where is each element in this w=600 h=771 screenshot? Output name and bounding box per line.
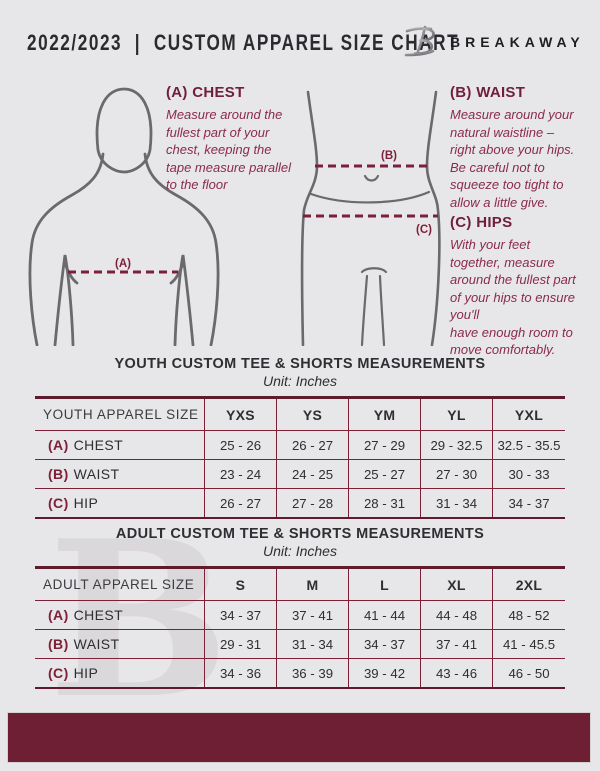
value-cell: 28 - 31 <box>349 489 421 517</box>
value-cell: 27 - 28 <box>277 489 349 517</box>
header-cell: L <box>349 569 421 601</box>
header-cell: 2XL <box>493 569 565 601</box>
adult-section-title: ADULT CUSTOM TEE & SHORTS MEASUREMENTS <box>115 526 485 542</box>
brand-name: BREAKAWAY <box>450 33 585 50</box>
row-label-text: WAIST <box>73 466 120 482</box>
chest-guide-text: Measure around the fullest part of your … <box>166 107 292 192</box>
value-cell: 27 - 30 <box>421 460 493 489</box>
row-label-cell: (C) HIP <box>35 659 205 687</box>
value-cell: 48 - 52 <box>493 601 565 630</box>
value-cell: 46 - 50 <box>508 665 550 681</box>
value-cell: 39 - 42 <box>349 659 421 687</box>
value-cell: 44 - 48 <box>421 601 493 630</box>
row-label-cell: (B) WAIST <box>35 460 205 489</box>
row-label-cell: (B) WAIST <box>35 630 205 659</box>
value-cell: 43 - 46 <box>421 659 493 687</box>
header-cell: YXL <box>493 399 565 431</box>
value-cell: 32.5 - 35.5 <box>493 431 565 460</box>
chest-line-label: (A) <box>115 258 131 270</box>
breakaway-b-logo-icon <box>404 25 435 57</box>
row-label-cell: (C) HIP <box>35 489 205 517</box>
value-cell: 34 - 36 <box>205 659 277 687</box>
hip-band-curve <box>309 190 431 204</box>
value-cell: 31 - 34 <box>277 630 349 659</box>
header-cell: S <box>205 569 277 601</box>
header-cell: ADULT APPAREL SIZE <box>35 569 205 601</box>
value-cell: 26 - 27 <box>277 431 349 460</box>
hips-guide-heading: (C) HIPS <box>450 214 513 231</box>
value-cell: 26 - 27 <box>205 489 277 517</box>
value-cell: 30 - 33 <box>493 460 565 489</box>
value-cell: 25 - 26 <box>205 431 277 460</box>
value-cell: 34 - 37 <box>349 630 421 659</box>
value-cell: 27 - 29 <box>349 431 421 460</box>
page-title: 2022/2023 | CUSTOM APPAREL SIZE CHART <box>27 30 460 55</box>
hip-line-label: (C) <box>416 224 432 236</box>
header-cell: YOUTH APPAREL SIZE <box>35 399 205 431</box>
value-cell: 29 - 32.5 <box>421 431 493 460</box>
waist-guide-heading: (B) WAIST <box>450 84 526 101</box>
watermark-b-letter: B <box>48 493 230 746</box>
row-label-cell: (A) CHEST <box>35 431 205 460</box>
header-cell: YM <box>349 399 421 431</box>
row-label-text: CHEST <box>73 437 124 453</box>
waist-line-label: (B) <box>381 150 397 162</box>
youth-unit-label: Unit: Inches <box>263 373 337 389</box>
value-cell: 37 - 41 <box>421 630 493 659</box>
chest-figure-illustration: (A) <box>28 87 220 346</box>
waist-hip-figure-illustration: (B) (C) <box>300 90 441 346</box>
youth-section-title: YOUTH CUSTOM TEE & SHORTS MEASUREMENTS <box>114 356 486 372</box>
waist-guide-text: Measure around your natural waistline – … <box>450 107 575 210</box>
brand-lockup: BREAKAWAY <box>402 20 585 60</box>
value-cell: 37 - 41 <box>277 601 349 630</box>
row-label-text: HIP <box>73 495 99 511</box>
value-cell: 29 - 31 <box>205 630 277 659</box>
value-cell: 34 - 37 <box>508 495 550 511</box>
row-label-text: CHEST <box>73 607 124 623</box>
row-label-prefix: (A) <box>48 607 69 623</box>
row-label-prefix: (C) <box>48 665 69 681</box>
header-cell: XL <box>421 569 493 601</box>
header-cell: M <box>277 569 349 601</box>
value-cell: 25 - 27 <box>349 460 421 489</box>
hips-guide-text: With your feet together, measure around … <box>450 237 576 357</box>
value-cell: 34 - 37 <box>205 601 277 630</box>
row-label-text: WAIST <box>73 636 120 652</box>
adult-size-table: ADULT APPAREL SIZE S M L XL 2XL (A) CHES… <box>35 566 565 689</box>
row-label-prefix: (A) <box>48 437 69 453</box>
row-label-text: HIP <box>73 665 99 681</box>
header-cell: YL <box>421 399 493 431</box>
row-label-prefix: (B) <box>48 466 69 482</box>
chest-guide-heading: (A) CHEST <box>166 84 245 101</box>
row-label-prefix: (C) <box>48 495 69 511</box>
belly-button-mark <box>363 174 380 182</box>
footer-bar <box>7 712 591 763</box>
youth-size-table: YOUTH APPAREL SIZE YXS YS YM YL YXL (A) … <box>35 396 565 519</box>
value-cell: 24 - 25 <box>277 460 349 489</box>
adult-unit-label: Unit: Inches <box>263 543 337 559</box>
value-cell: 41 - 45.5 <box>493 630 565 659</box>
row-label-prefix: (B) <box>48 636 69 652</box>
value-cell: 41 - 44 <box>349 601 421 630</box>
row-label-cell: (A) CHEST <box>35 601 205 630</box>
value-cell: 23 - 24 <box>205 460 277 489</box>
value-cell: 36 - 39 <box>277 659 349 687</box>
header-cell: YXS <box>205 399 277 431</box>
header-cell: YS <box>277 399 349 431</box>
value-cell: 31 - 34 <box>421 489 493 517</box>
